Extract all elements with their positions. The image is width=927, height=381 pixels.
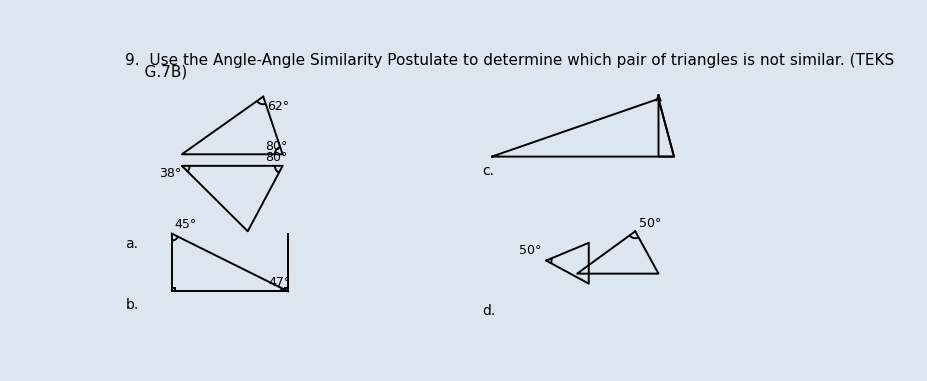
Text: 50°: 50° xyxy=(639,217,661,230)
Text: 9.  Use the Angle-Angle Similarity Postulate to determine which pair of triangle: 9. Use the Angle-Angle Similarity Postul… xyxy=(125,53,894,68)
Text: 45°: 45° xyxy=(174,218,197,231)
Text: 62°: 62° xyxy=(267,99,289,113)
Text: b.: b. xyxy=(125,298,138,312)
Text: 47°: 47° xyxy=(269,276,290,289)
Text: c.: c. xyxy=(481,164,493,178)
Text: 80°: 80° xyxy=(265,151,287,164)
Text: 80°: 80° xyxy=(265,140,287,153)
Text: 38°: 38° xyxy=(159,167,182,180)
Text: 50°: 50° xyxy=(518,245,540,258)
Text: G.7B): G.7B) xyxy=(125,64,187,79)
Text: d.: d. xyxy=(481,304,494,319)
Text: a.: a. xyxy=(125,237,138,251)
